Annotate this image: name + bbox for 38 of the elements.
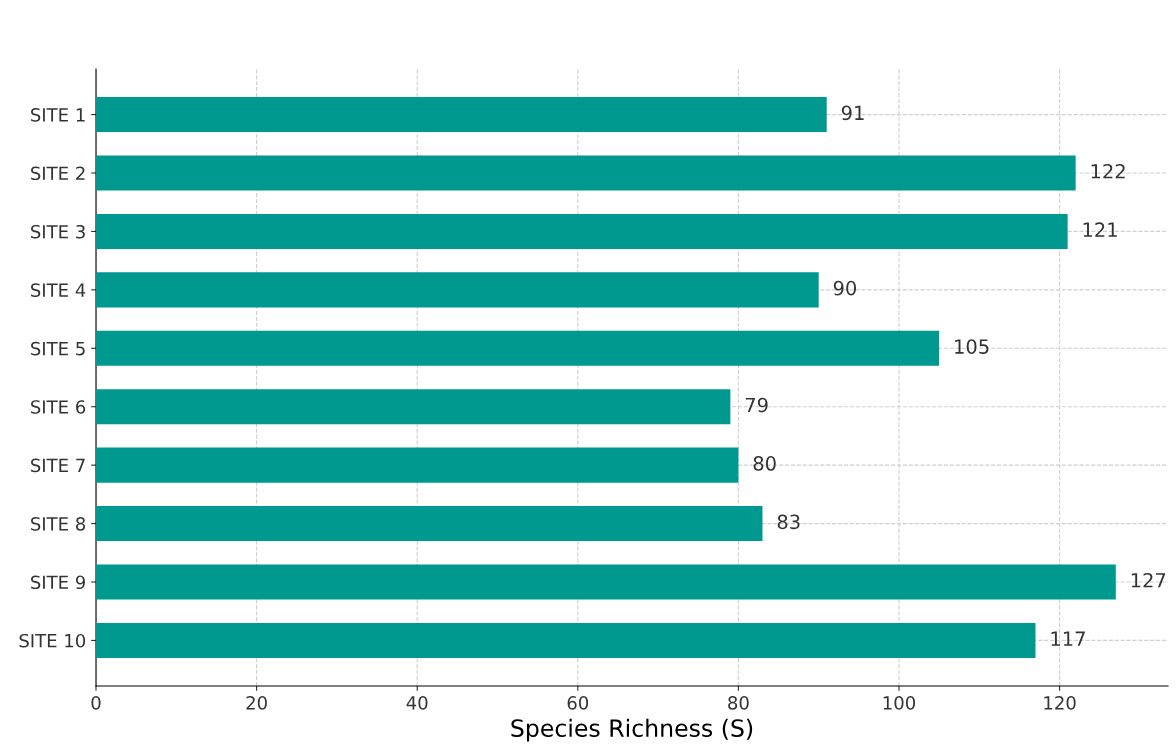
data-label: 79	[745, 397, 768, 413]
x-tick-label: 0	[91, 696, 101, 710]
y-tick-label: SITE 8	[31, 517, 86, 531]
x-tick-label: 20	[246, 696, 267, 710]
y-tick-label: SITE 6	[31, 400, 86, 414]
data-label: 91	[841, 105, 864, 121]
data-label: 122	[1091, 163, 1125, 179]
bar	[96, 155, 1076, 191]
x-axis-title: Species Richness (S)	[511, 718, 753, 742]
x-tick-label: 40	[406, 696, 428, 710]
bar	[96, 213, 1068, 249]
x-tick-label: 120	[1044, 696, 1076, 710]
data-label: 83	[777, 514, 800, 530]
data-label: 105	[955, 339, 989, 354]
data-label: 127	[1131, 572, 1166, 588]
bar	[96, 622, 1036, 658]
bar	[96, 272, 819, 308]
y-tick-label: SITE 5	[31, 341, 85, 356]
bar	[96, 447, 739, 483]
bar	[96, 97, 827, 133]
data-label: 117	[1051, 631, 1085, 646]
y-tick-label: SITE 7	[31, 458, 85, 473]
y-tick-label: SITE 4	[31, 283, 86, 297]
x-tick-label: 60	[567, 696, 589, 710]
y-tick-label: SITE 3	[31, 224, 85, 239]
y-tick-label: SITE 10	[19, 633, 86, 648]
y-tick-label: SITE 1	[31, 108, 85, 122]
data-label: 90	[833, 280, 857, 296]
data-label: 121	[1083, 222, 1117, 237]
data-label: 80	[753, 456, 776, 471]
bar	[96, 564, 1116, 600]
y-tick-label: SITE 2	[31, 166, 85, 181]
bar	[96, 506, 763, 542]
bar	[96, 389, 731, 425]
bar	[96, 330, 940, 366]
x-tick-label: 100	[883, 696, 916, 710]
y-tick-label: SITE 9	[31, 575, 86, 590]
x-tick-label: 80	[728, 696, 749, 710]
